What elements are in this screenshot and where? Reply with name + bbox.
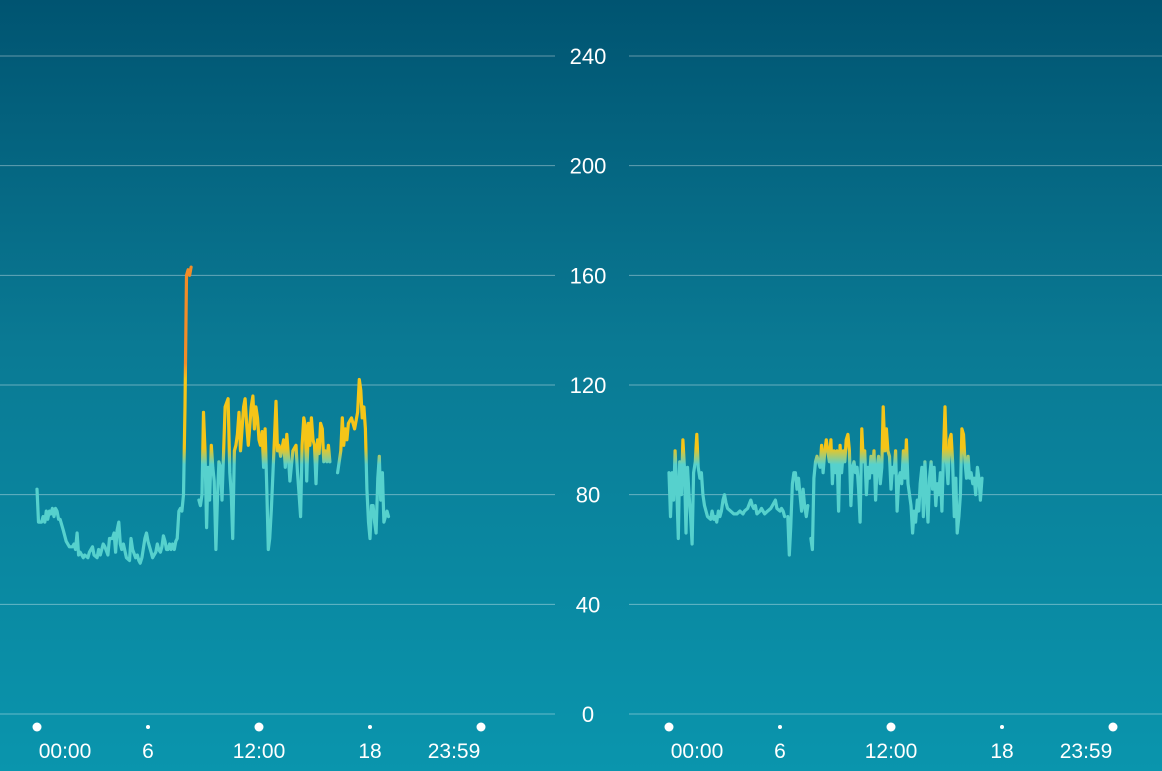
heart-rate-line-panel-2-segment-3: [809, 405, 984, 552]
x-tick-label-panel-2: 12:00: [865, 740, 918, 763]
x-tick-dot-panel-1: [254, 722, 264, 732]
x-tick-label-panel-1: 18: [358, 740, 381, 763]
y-tick-label: 160: [570, 263, 607, 288]
x-tick-label-panel-1: 12:00: [233, 740, 286, 763]
heart-rate-line-panel-2-segment-2: [786, 471, 810, 557]
x-tick-label-panel-2: 00:00: [671, 740, 724, 763]
y-tick-label: 80: [576, 483, 600, 508]
x-tick-label-panel-1: 23:59: [428, 740, 481, 763]
x-tick-dot-panel-2: [1108, 722, 1118, 732]
x-tick-dot-panel-1: [476, 722, 486, 732]
x-tick-label-panel-2: 23:59: [1060, 740, 1113, 763]
x-tick-dot-panel-2: [1000, 725, 1004, 729]
x-tick-label-panel-2: 18: [990, 740, 1013, 763]
x-tick-dot-panel-2: [886, 722, 896, 732]
x-tick-dot-panel-2: [778, 725, 782, 729]
y-tick-label: 40: [576, 592, 600, 617]
x-tick-label-panel-1: 00:00: [39, 740, 92, 763]
y-tick-label: 120: [570, 373, 607, 398]
x-tick-dot-panel-1: [32, 722, 42, 732]
y-tick-label: 200: [570, 154, 607, 179]
x-tick-dot-panel-1: [368, 725, 372, 729]
y-tick-label: 0: [582, 702, 594, 727]
x-tick-dot-panel-1: [146, 725, 150, 729]
y-tick-label: 240: [570, 44, 607, 69]
heart-rate-line-panel-2-segment-1: [667, 432, 787, 546]
x-tick-dot-panel-2: [664, 722, 674, 732]
heart-rate-line-panel-1-segment-1: [35, 265, 193, 565]
heart-rate-line-panel-1-segment-1: [197, 394, 332, 552]
x-tick-label-panel-1: 6: [142, 740, 154, 763]
x-tick-label-panel-2: 6: [774, 740, 786, 763]
heart-rate-line-panel-1-segment-2: [336, 377, 391, 541]
